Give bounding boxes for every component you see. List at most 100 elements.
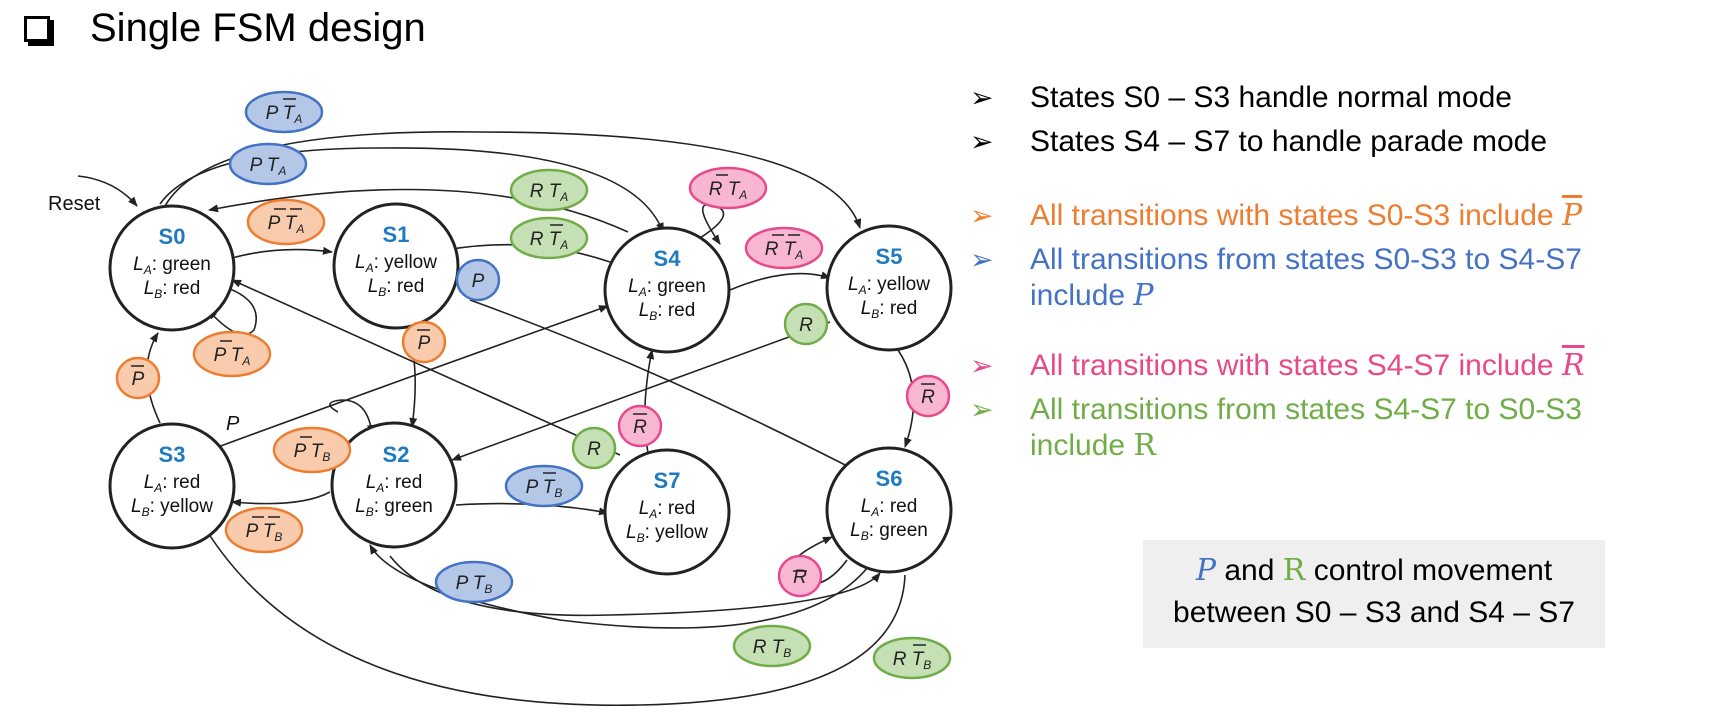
transition-edges [77, 131, 915, 707]
note-and: and [1224, 554, 1275, 587]
svg-text:P TB: P TB [294, 441, 331, 464]
state-s0-lb: LB: red [144, 278, 201, 301]
cond-rbar-3: R [777, 554, 823, 598]
edge-s6-s2 [369, 544, 869, 629]
state-s1-circle [332, 202, 460, 330]
bullet-s4-s7-rbar-text: All transitions with states S4-S7 includ… [1030, 349, 1554, 382]
fsm-diagram: S0 LA: green LB: red S1 LA: yellow LB: r… [48, 90, 953, 707]
bullet-s0-s3-pbar-text: All transitions with states S0-S3 includ… [1030, 199, 1554, 232]
bullet-s4-s7-to-s0-s3-line2: include [1030, 429, 1126, 462]
checkbox-bullet-icon [24, 15, 50, 42]
cond-pbar-1: P [115, 356, 161, 400]
svg-text:P TB: P TB [456, 573, 493, 596]
cond-p-ta-bar-1: P TA [244, 90, 324, 134]
edge-s4-s0 [208, 188, 629, 233]
svg-text:P TA: P TA [268, 213, 305, 236]
bullet-parade-mode-text: States S4 – S7 to handle parade mode [1030, 125, 1548, 158]
svg-text:R TA: R TA [709, 179, 748, 202]
state-s2-name: S2 [383, 442, 410, 467]
note-p-var: P [1195, 553, 1217, 588]
state-s2-circle [330, 421, 458, 549]
state-s3-lb: LB: yellow [131, 496, 213, 519]
bullet-s0-s3-to-s4-s7-line2: include [1030, 279, 1126, 312]
state-s5-circle [825, 224, 953, 352]
slide-title-text: Single FSM design [90, 6, 426, 50]
condition-labels: P TA P TA P P TB P TB P TA P [115, 90, 952, 680]
cond-pbar-ta-1: P TA [192, 330, 272, 378]
edge-s0-s1 [231, 246, 333, 259]
cond-rbar-1: R [905, 374, 951, 418]
svg-text:P: P [418, 333, 431, 354]
svg-text:R TA: R TA [530, 181, 569, 204]
state-s5-lb: LB: red [861, 298, 918, 321]
bullet-s0-s3-pbar-var: P [1561, 198, 1583, 233]
bullet-s0-s3-to-s4-s7-var: P [1133, 278, 1154, 313]
edge-s7-s0 [231, 279, 621, 456]
svg-text:R: R [921, 387, 935, 408]
svg-text:P TA: P TA [250, 155, 287, 178]
cond-r-1: R [783, 302, 829, 346]
cond-pbar-tabar-1: P TA [246, 198, 326, 246]
state-s0-circle [108, 204, 236, 332]
state-s6-la: LA: red [861, 496, 918, 519]
svg-text:R: R [799, 315, 813, 336]
state-s5-name: S5 [876, 244, 903, 269]
svg-text:R: R [587, 439, 601, 460]
edge-s1-s6 [469, 299, 856, 471]
state-s2-la: LA: red [366, 472, 423, 495]
svg-text:R TB: R TB [893, 649, 932, 672]
edge-s0-s5 [164, 131, 862, 229]
state-s3-circle [108, 422, 236, 550]
cond-r-tbbar-1: R TB [872, 636, 952, 680]
cond-p-1: P [455, 258, 501, 302]
control-note-line2: between S0 – S3 and S4 – S7 [1173, 596, 1575, 629]
edge-s3-s4 [217, 305, 609, 448]
svg-text:P TA: P TA [214, 345, 251, 368]
state-s4-name: S4 [654, 246, 682, 271]
state-s6-lb: LB: green [850, 520, 928, 543]
svg-text:P TB: P TB [246, 521, 283, 544]
svg-text:R: R [633, 417, 647, 438]
control-note-line1: P and R control movement [1143, 550, 1605, 592]
state-s7-name: S7 [654, 468, 681, 493]
state-s7-circle [603, 448, 731, 576]
state-s6-name: S6 [876, 466, 903, 491]
edge-s4-s5 [729, 271, 831, 291]
arrow-bullet-icon: ➢ [970, 394, 994, 425]
cond-pbar-tbbar-1: P TB [224, 506, 304, 554]
control-note-box: P and R control movement between S0 – S3… [1143, 540, 1605, 648]
arrow-bullet-icon: ➢ [970, 82, 994, 113]
bullet-s4-s7-rbar-var: R [1561, 348, 1585, 383]
bullet-s4-s7-to-s0-s3-var: R [1133, 428, 1157, 463]
cond-r-tabar-1: R TA [509, 216, 589, 260]
note-r-var: R [1282, 553, 1306, 588]
bullet-s0-s3-pbar: ➢ All transitions with states S0-S3 incl… [970, 198, 1583, 234]
cond-r-tb-1: R TB [732, 624, 812, 668]
svg-text:P TA: P TA [266, 103, 303, 126]
bullet-s0-s3-to-s4-s7: ➢ All transitions from states S0-S3 to S… [970, 242, 1582, 314]
arrow-bullet-icon: ➢ [970, 126, 994, 157]
arrow-bullet-icon: ➢ [970, 200, 994, 231]
state-s4-lb: LB: red [639, 300, 696, 323]
edge-reset [77, 175, 138, 207]
state-s3-name: S3 [159, 442, 186, 467]
bullet-s4-s7-to-s0-s3-line1: All transitions from states S4-S7 to S0-… [1030, 393, 1582, 426]
edge-s0-s4 [159, 147, 664, 233]
note-line1-rest: control movement [1313, 554, 1553, 587]
edge-s0-s0-self [207, 285, 258, 336]
cond-p-tb-bar-1: P TB [504, 464, 584, 508]
state-s1-la: LA: yellow [355, 252, 437, 275]
cond-rbar-2: R [617, 404, 663, 448]
state-s0-la: LA: green [133, 254, 211, 277]
state-s5-la: LA: yellow [848, 274, 930, 297]
state-nodes [108, 202, 953, 576]
svg-text:R TB: R TB [753, 637, 792, 660]
edge-p-label: P [226, 413, 240, 435]
state-s4-la: LA: green [628, 276, 706, 299]
edge-s2-s2-self [329, 399, 375, 435]
edge-s6-s3 [204, 527, 906, 707]
cond-pbar-tb-1: P TB [272, 426, 352, 474]
bullet-s0-s3-to-s4-s7-line1: All transitions from states S0-S3 to S4-… [1030, 243, 1582, 276]
cond-r-2: R [571, 426, 617, 470]
state-s0-name: S0 [159, 224, 186, 249]
